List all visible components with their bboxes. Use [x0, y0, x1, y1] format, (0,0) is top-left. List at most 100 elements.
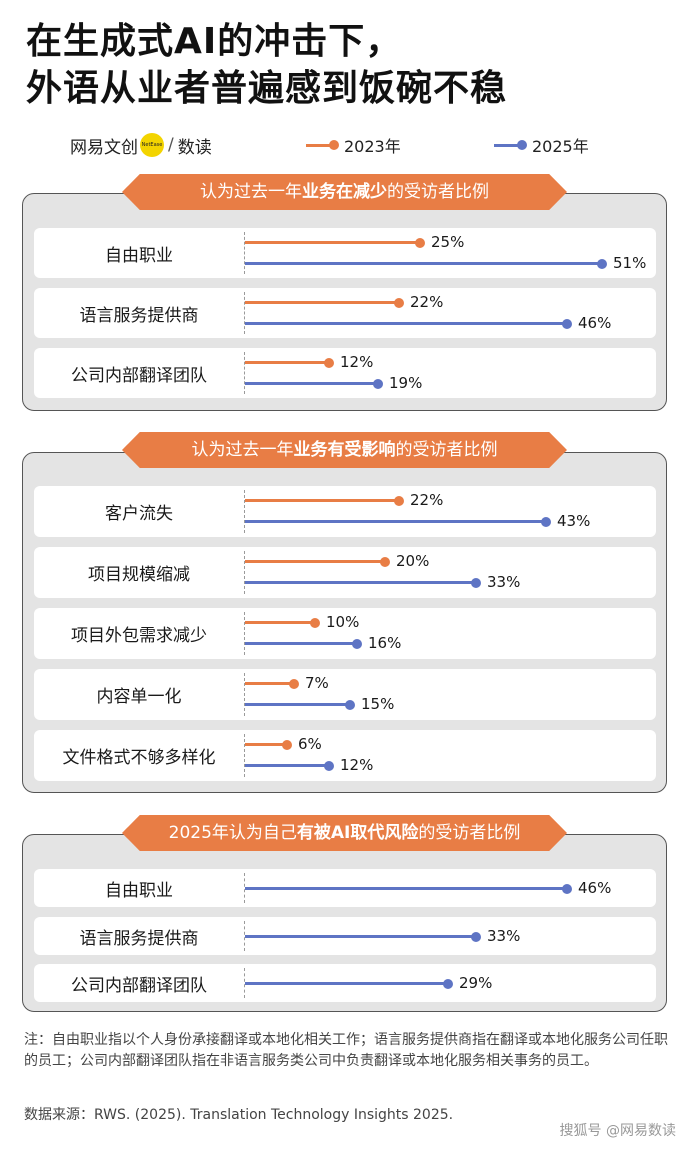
row-divider — [244, 232, 245, 274]
row-divider — [244, 968, 245, 998]
bar-2025: 29% — [245, 974, 492, 992]
value-label: 43% — [557, 512, 591, 530]
bar-end-dot — [415, 237, 425, 248]
bar-2025: 33% — [245, 573, 520, 591]
bar-end-dot — [471, 577, 481, 588]
value-label: 16% — [368, 634, 402, 652]
bar-2023: 20% — [245, 552, 429, 570]
bar-2025: 43% — [245, 512, 590, 530]
category-label: 语言服务提供商 — [79, 305, 199, 326]
value-label: 33% — [487, 573, 521, 591]
row-divider — [244, 490, 245, 533]
bar-end-dot — [324, 357, 334, 368]
chart-row: 公司内部翻译团队 — [34, 348, 656, 398]
bar-2025: 46% — [245, 314, 611, 332]
banner-text-part: 业务在减少 — [302, 182, 387, 202]
value-label: 10% — [326, 613, 360, 631]
banner-text-part: 2025年认为自己 — [168, 823, 297, 843]
bar-end-dot — [394, 297, 404, 308]
value-label: 20% — [396, 552, 430, 570]
value-label: 12% — [340, 353, 374, 371]
banner-text-part: 认为过去一年 — [200, 182, 302, 202]
bar-end-dot — [345, 699, 355, 710]
category-label: 语言服务提供商 — [79, 928, 199, 949]
row-divider — [244, 734, 245, 777]
value-label: 51% — [613, 254, 647, 272]
category-label: 内容单一化 — [96, 687, 182, 707]
brand-right: 数读 — [177, 137, 212, 158]
netease-badge-icon: NetEase — [140, 133, 164, 157]
bar-2023: 12% — [245, 353, 373, 371]
page-title: 在生成式AI的冲击下， 外语从业者普遍感到饭碗不稳 — [26, 18, 666, 112]
bar-end-dot — [310, 617, 320, 628]
value-label: 46% — [578, 879, 612, 897]
legend-2025: 2025年 — [494, 134, 589, 156]
value-label: 7% — [305, 674, 329, 692]
chart-row: 语言服务提供商 — [34, 288, 656, 338]
banner-text-part: 的受访者比例 — [418, 823, 521, 843]
bar-2025: 12% — [245, 756, 373, 774]
bar-2025: 51% — [245, 254, 646, 272]
category-label: 客户流失 — [105, 504, 173, 524]
category-label: 自由职业 — [105, 880, 173, 901]
bar-2023: 22% — [245, 491, 443, 509]
category-label: 公司内部翻译团队 — [71, 365, 207, 386]
bar-2025: 19% — [245, 374, 422, 392]
value-label: 6% — [298, 735, 322, 753]
row-divider — [244, 551, 245, 594]
legend-2023-label: 2023年 — [344, 137, 401, 156]
bar-end-dot — [597, 258, 607, 269]
legend-2025-label: 2025年 — [532, 137, 589, 156]
banner-text-part: 有被AI取代风险 — [296, 823, 419, 843]
value-label: 46% — [578, 314, 612, 332]
bar-end-dot — [380, 556, 390, 567]
row-divider — [244, 612, 245, 655]
bar-end-dot — [289, 678, 299, 689]
chart-banner-2: 认为过去一年业务有受影响的受访者比例 — [122, 432, 567, 468]
value-label: 12% — [340, 756, 374, 774]
bar-end-dot — [541, 516, 551, 527]
bar-2023: 22% — [245, 293, 443, 311]
category-label: 项目规模缩减 — [88, 565, 190, 585]
brand-logo: 网易文创 NetEase / 数读 — [70, 133, 212, 158]
value-label: 33% — [487, 927, 521, 945]
chart-row: 文件格式不够多样化 — [34, 730, 656, 781]
bar-2023: 6% — [245, 735, 322, 753]
value-label: 15% — [361, 695, 395, 713]
value-label: 22% — [410, 491, 444, 509]
category-label: 自由职业 — [105, 245, 173, 266]
legend-2023-marker-icon — [306, 140, 339, 150]
chart-row: 客户流失 — [34, 486, 656, 537]
bar-end-dot — [562, 883, 572, 894]
value-label: 29% — [459, 974, 493, 992]
banner-text-part: 认为过去一年 — [191, 440, 294, 460]
chart-row: 自由职业 — [34, 228, 656, 278]
category-label: 公司内部翻译团队 — [71, 975, 207, 996]
bar-2025: 33% — [245, 927, 520, 945]
bar-2025: 16% — [245, 634, 401, 652]
bar-2023: 25% — [245, 233, 464, 251]
footnote: 注：自由职业指以个人身份承接翻译或本地化相关工作；语言服务提供商指在翻译或本地化… — [24, 1032, 668, 1069]
row-divider — [244, 673, 245, 716]
row-divider — [244, 921, 245, 951]
value-label: 25% — [431, 233, 465, 251]
bar-end-dot — [562, 318, 572, 329]
bar-2025: 46% — [245, 879, 611, 897]
legend-2025-marker-icon — [494, 140, 527, 150]
banner-text-part: 的受访者比例 — [395, 440, 498, 460]
category-label: 项目外包需求减少 — [71, 626, 207, 646]
value-label: 22% — [410, 293, 444, 311]
title-line-2: 外语从业者普遍感到饭碗不稳 — [26, 68, 508, 109]
chart-banner-3: 2025年认为自己有被AI取代风险的受访者比例 — [122, 815, 567, 851]
bar-end-dot — [282, 739, 292, 750]
bar-2023: 7% — [245, 674, 329, 692]
brand-left: 网易文创 — [70, 137, 138, 158]
chart-row: 内容单一化 — [34, 669, 656, 720]
category-label: 文件格式不够多样化 — [62, 748, 216, 768]
bar-end-dot — [373, 378, 383, 389]
bar-2025: 15% — [245, 695, 394, 713]
banner-text-part: 业务有受影响 — [293, 440, 396, 460]
row-divider — [244, 292, 245, 334]
banner-text-part: 的受访者比例 — [387, 182, 489, 202]
bar-end-dot — [324, 760, 334, 771]
